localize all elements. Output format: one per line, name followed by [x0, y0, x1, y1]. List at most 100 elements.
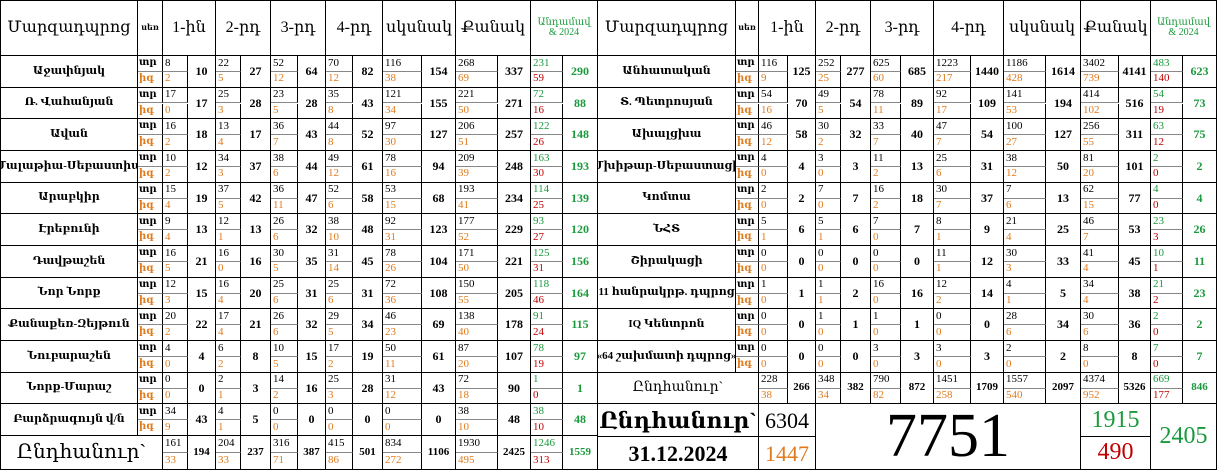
value-female: 19 — [531, 356, 563, 373]
value-total: 164 — [563, 277, 598, 310]
value-female: 25 — [816, 71, 841, 88]
value-male: 23 — [271, 87, 298, 104]
sex-label: իգ — [138, 293, 163, 310]
value-male: 256 — [1081, 119, 1119, 136]
value-total: 73 — [1183, 87, 1217, 120]
school-name: Նուբարաշեն — [1, 341, 138, 373]
value-male: 34 — [216, 151, 241, 167]
value-male: 7 — [1004, 182, 1046, 199]
value-total: 104 — [422, 246, 456, 278]
school-name: ՆՀՏ — [598, 214, 736, 246]
value-female: 4 — [1081, 261, 1119, 278]
sex-label: իգ — [736, 230, 759, 246]
value-total: 248 — [498, 151, 531, 183]
value-total: 11 — [1183, 246, 1217, 278]
value-male: 13 — [216, 119, 241, 136]
value-male: 171 — [456, 246, 498, 262]
value-total: 48 — [498, 404, 531, 437]
value-female: 36 — [383, 293, 422, 310]
value-male: 26 — [271, 214, 298, 231]
value-female: 2 — [163, 135, 188, 151]
value-total: 18 — [188, 119, 216, 151]
value-male: 21 — [1151, 277, 1183, 294]
value-total: 3 — [241, 372, 271, 405]
value-female: 34 — [816, 388, 841, 405]
sex-label: տր — [138, 182, 163, 199]
value-total: 42 — [241, 182, 271, 215]
value-total: 0 — [901, 246, 934, 278]
value-male: 31 — [326, 246, 353, 262]
value-total: 148 — [563, 119, 598, 151]
value-total: 47 — [298, 182, 326, 215]
value-total: 205 — [498, 277, 531, 310]
value-total: 5 — [241, 404, 271, 437]
value-female: 10 — [531, 420, 563, 437]
sex-label: իգ — [138, 388, 163, 405]
value-male: 37 — [216, 182, 241, 199]
value-female: 12 — [383, 388, 422, 405]
value-female: 0 — [759, 356, 788, 373]
value-female: 5 — [271, 356, 298, 373]
value-female: 6 — [1004, 198, 1046, 215]
value-total: 28 — [353, 372, 383, 405]
value-female: 0 — [1151, 166, 1183, 183]
value-female: 15 — [1081, 198, 1119, 215]
value-female: 9 — [759, 71, 788, 88]
school-name: «64 շախմատի դպրոց» — [598, 341, 736, 373]
value-total: 194 — [188, 436, 216, 470]
value-male: 2 — [1151, 309, 1183, 326]
value-male: 206 — [456, 119, 498, 136]
sex-label: տր — [138, 246, 163, 262]
sex-label: տր — [736, 277, 759, 294]
value-male: 204 — [216, 436, 241, 453]
value-female: 8 — [326, 135, 353, 151]
value-female: 0 — [759, 198, 788, 215]
value-male: 46 — [759, 119, 788, 136]
school-name: Անհատական — [598, 56, 736, 88]
value-total: 15 — [188, 277, 216, 310]
value-total: 107 — [498, 341, 531, 373]
value-female: 6 — [271, 325, 298, 342]
value-total: 54 — [841, 87, 871, 120]
value-male: 125 — [531, 246, 563, 262]
value-total: 237 — [241, 436, 271, 470]
value-total: 18 — [901, 182, 934, 215]
value-female: 0 — [871, 356, 901, 373]
value-female: 12 — [759, 135, 788, 151]
school-name: Ախալցխա — [598, 119, 736, 151]
value-female: 0 — [1151, 356, 1183, 373]
value-total: 17 — [241, 119, 271, 151]
value-male: 100 — [1004, 119, 1046, 136]
value-total: 50 — [1046, 151, 1081, 183]
value-female: 0 — [934, 356, 971, 373]
value-male: 0 — [759, 341, 788, 357]
value-total: 3 — [841, 151, 871, 183]
value-total: 16 — [298, 372, 326, 405]
sex-label: տր — [736, 309, 759, 326]
value-female: 0 — [871, 230, 901, 246]
value-female: 0 — [1151, 325, 1183, 342]
value-total: 27 — [241, 56, 271, 88]
value-total: 501 — [353, 436, 383, 470]
value-male: 30 — [271, 246, 298, 262]
value-male: 0 — [759, 309, 788, 326]
value-female: 59 — [531, 71, 563, 88]
value-total: 2 — [841, 277, 871, 310]
sex-label: տր — [736, 246, 759, 262]
value-female: 25 — [531, 198, 563, 215]
value-total: 36 — [1119, 309, 1151, 342]
header-membership: Անդամավ & 2024 — [531, 1, 598, 56]
value-male: 53 — [383, 182, 422, 199]
value-total: 44 — [298, 151, 326, 183]
value-male: 33 — [871, 119, 901, 136]
value-female: 4 — [163, 198, 188, 215]
value-female: 60 — [871, 71, 901, 88]
value-female: 0 — [816, 356, 841, 373]
value-male: 2 — [1151, 151, 1183, 167]
sex-label: իգ — [736, 135, 759, 151]
value-total: 5 — [1046, 277, 1081, 310]
value-total: 277 — [841, 56, 871, 88]
value-male: 177 — [456, 214, 498, 231]
sex-label: տր — [736, 341, 759, 357]
value-male: 6 — [216, 341, 241, 357]
